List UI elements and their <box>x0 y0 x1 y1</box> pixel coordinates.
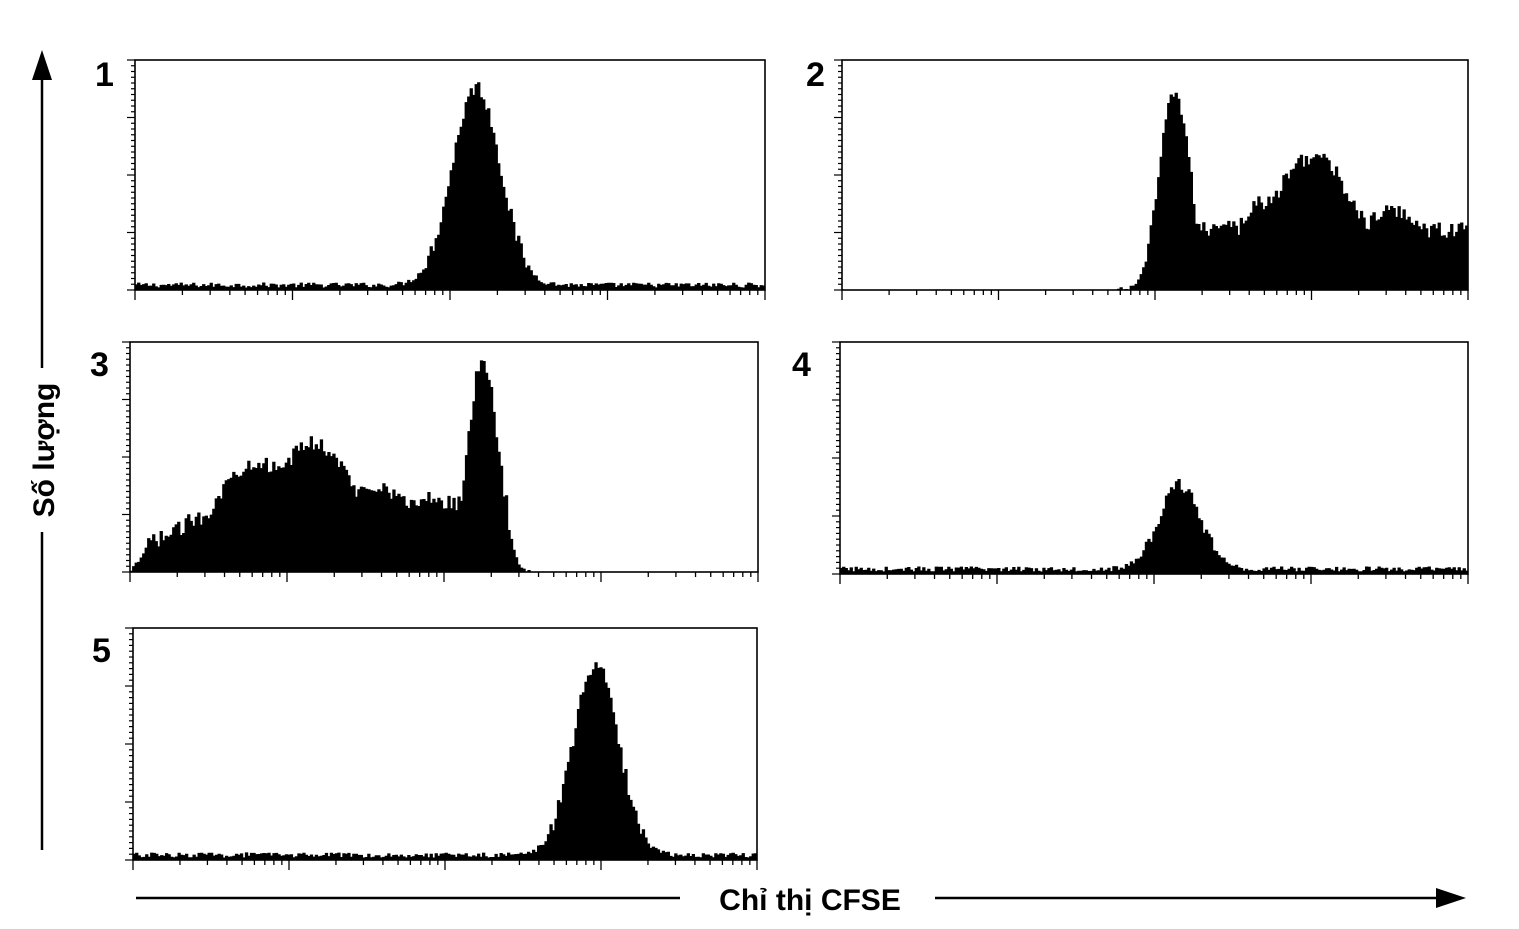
histogram-area-5 <box>132 662 758 861</box>
histogram-panel-1: 1 <box>95 56 766 300</box>
y-axis-label: Số lượng <box>28 383 61 518</box>
panel-number-1: 1 <box>95 56 114 94</box>
y-axis-arrowhead <box>32 50 52 80</box>
y-ticks-1 <box>127 59 135 291</box>
panel-number-4: 4 <box>792 346 811 384</box>
y-ticks-3 <box>122 341 130 573</box>
y-ticks-4 <box>832 341 840 575</box>
histogram-area-2 <box>842 92 1469 291</box>
y-ticks-5 <box>125 627 133 861</box>
x-ticks-2 <box>841 290 1469 300</box>
histogram-panel-5: 5 <box>92 627 758 870</box>
histogram-panel-3: 3 <box>90 341 759 582</box>
x-ticks-1 <box>134 290 766 300</box>
histogram-area-4 <box>839 479 1469 575</box>
panel-number-2: 2 <box>806 56 825 94</box>
histogram-area-1 <box>134 82 766 291</box>
panel-number-5: 5 <box>92 632 111 670</box>
panel-number-3: 3 <box>90 346 109 384</box>
x-axis-label: Chỉ thị CFSE <box>719 884 901 917</box>
x-ticks-3 <box>129 572 759 582</box>
histogram-area-3 <box>129 360 758 573</box>
x-ticks-5 <box>132 860 758 870</box>
histogram-panel-2: 2 <box>806 56 1469 300</box>
plot-frame-5 <box>132 627 758 861</box>
histogram-panel-4: 4 <box>792 341 1469 584</box>
x-axis-arrowhead <box>1436 888 1466 908</box>
y-ticks-2 <box>834 59 842 291</box>
x-ticks-4 <box>839 574 1469 584</box>
